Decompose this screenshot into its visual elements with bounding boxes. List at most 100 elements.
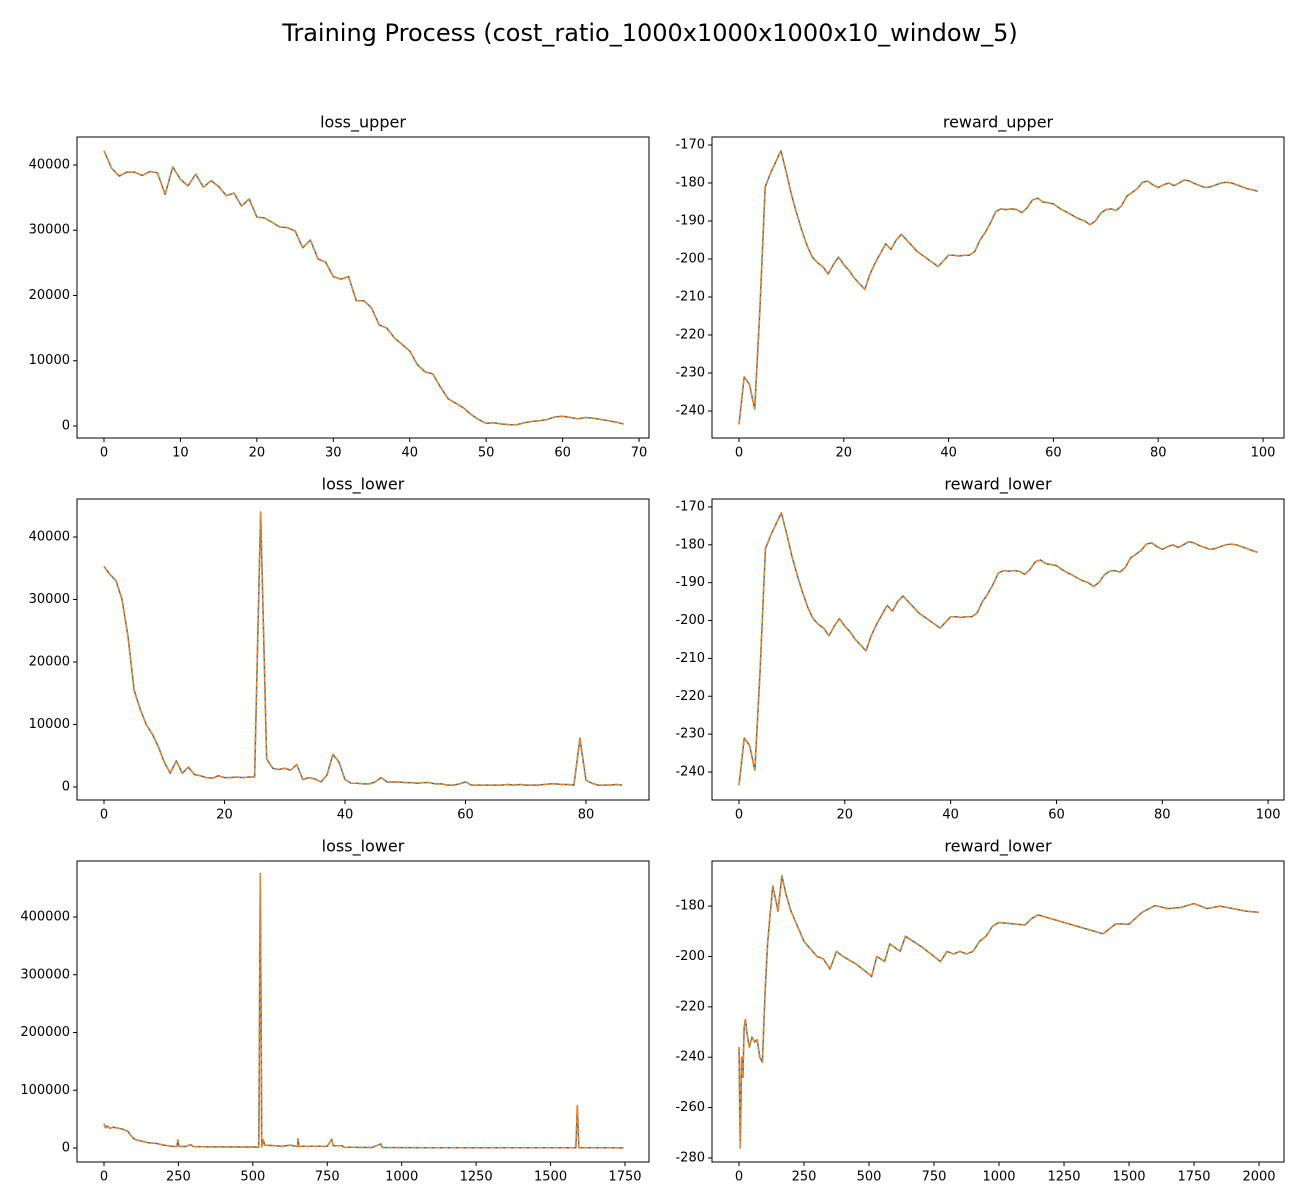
y-tick-label: 0 bbox=[62, 780, 70, 795]
x-tick-label: 60 bbox=[457, 808, 474, 823]
subplot-title: reward_lower bbox=[944, 475, 1052, 495]
y-tick-label: -240 bbox=[675, 1050, 705, 1065]
line-series bbox=[103, 872, 624, 1149]
y-tick-label: 20000 bbox=[29, 288, 70, 303]
x-tick-label: 40 bbox=[942, 808, 959, 823]
line-series bbox=[103, 150, 624, 426]
y-tick-label: 10000 bbox=[29, 353, 70, 368]
subplot: reward_lower 0 250 500 750 1000 1250 1500 1750 20… bbox=[675, 837, 1285, 1185]
y-tick-label: 10000 bbox=[29, 717, 70, 732]
x-tick-label: 750 bbox=[315, 1170, 340, 1185]
plot-frame bbox=[711, 498, 1285, 801]
x-tick-label: 1500 bbox=[534, 1170, 567, 1185]
y-tick-label: -170 bbox=[675, 499, 705, 514]
x-tick-label: 1000 bbox=[385, 1170, 418, 1185]
x-tick-label: 250 bbox=[166, 1170, 191, 1185]
x-tick-label: 70 bbox=[631, 446, 648, 461]
x-tick-label: 20 bbox=[249, 446, 266, 461]
y-tick-label: -230 bbox=[675, 366, 705, 381]
x-tick-label: 10 bbox=[172, 446, 189, 461]
subplot: reward_lower 0 20 40 60 80 100 -240 -230 -220 -210… bbox=[675, 475, 1285, 823]
y-tick-label: -280 bbox=[675, 1150, 705, 1165]
x-tick-label: 1750 bbox=[1177, 1170, 1210, 1185]
subplot: loss_upper 0 10 20 30 40 50 60 70 0 10000 20000 3000… bbox=[29, 113, 650, 461]
x-tick-label: 1250 bbox=[460, 1170, 493, 1185]
line-series bbox=[103, 150, 624, 426]
x-tick-label: 60 bbox=[554, 446, 571, 461]
x-tick-label: 40 bbox=[337, 808, 354, 823]
y-tick-label: 200000 bbox=[20, 1025, 70, 1040]
x-tick-label: 50 bbox=[478, 446, 495, 461]
x-tick-label: 30 bbox=[325, 446, 342, 461]
plot-frame bbox=[711, 860, 1285, 1163]
x-tick-label: 0 bbox=[100, 1170, 108, 1185]
x-tick-label: 80 bbox=[578, 808, 595, 823]
x-tick-label: 0 bbox=[735, 1170, 743, 1185]
plot-frame bbox=[76, 860, 650, 1163]
y-tick-label: -190 bbox=[675, 213, 705, 228]
y-tick-label: -190 bbox=[675, 575, 705, 590]
y-tick-label: -220 bbox=[675, 689, 705, 704]
x-tick-label: 250 bbox=[792, 1170, 817, 1185]
y-tick-label: -230 bbox=[675, 727, 705, 742]
y-tick-label: 20000 bbox=[29, 655, 70, 670]
x-tick-label: 0 bbox=[100, 446, 108, 461]
x-tick-label: 100 bbox=[1251, 446, 1276, 461]
subplot: loss_lower 0 20 40 60 80 0 10000 20000 30000 40000 bbox=[29, 475, 650, 823]
subplot-title: loss_lower bbox=[322, 837, 405, 857]
x-tick-label: 1000 bbox=[982, 1170, 1015, 1185]
x-tick-label: 1250 bbox=[1047, 1170, 1080, 1185]
line-series bbox=[738, 149, 1259, 425]
y-tick-label: -260 bbox=[675, 1100, 705, 1115]
y-tick-label: 100000 bbox=[20, 1083, 70, 1098]
subplot: reward_upper 0 20 40 60 80 100 -240 -230 -220 -210… bbox=[675, 113, 1285, 461]
line-series bbox=[103, 511, 623, 786]
subplot-title: reward_upper bbox=[943, 113, 1054, 133]
y-tick-label: -200 bbox=[675, 251, 705, 266]
x-tick-label: 500 bbox=[240, 1170, 265, 1185]
y-tick-label: 30000 bbox=[29, 223, 70, 238]
y-tick-label: -210 bbox=[675, 290, 705, 305]
x-tick-label: 1500 bbox=[1112, 1170, 1145, 1185]
line-series bbox=[738, 875, 1260, 1149]
x-tick-label: 60 bbox=[1045, 446, 1062, 461]
figure-title: Training Process (cost_ratio_1000x1000x1… bbox=[281, 19, 1018, 47]
y-tick-label: 40000 bbox=[29, 530, 70, 545]
x-tick-label: 500 bbox=[857, 1170, 882, 1185]
y-tick-label: -240 bbox=[675, 764, 705, 779]
x-tick-label: 1750 bbox=[608, 1170, 641, 1185]
line-series bbox=[103, 872, 624, 1149]
subplot-title: loss_upper bbox=[320, 113, 406, 133]
plot-frame bbox=[76, 498, 650, 801]
y-tick-label: -180 bbox=[675, 899, 705, 914]
x-tick-label: 0 bbox=[735, 446, 743, 461]
x-tick-label: 80 bbox=[1154, 808, 1171, 823]
plot-frame bbox=[711, 136, 1285, 439]
y-tick-label: 30000 bbox=[29, 592, 70, 607]
y-tick-label: 0 bbox=[62, 418, 70, 433]
y-tick-label: 400000 bbox=[20, 910, 70, 925]
y-tick-label: -180 bbox=[675, 175, 705, 190]
y-tick-label: -210 bbox=[675, 651, 705, 666]
x-tick-label: 60 bbox=[1048, 808, 1065, 823]
x-tick-label: 20 bbox=[216, 808, 233, 823]
x-tick-label: 40 bbox=[940, 446, 957, 461]
y-tick-label: -220 bbox=[675, 328, 705, 343]
line-series bbox=[738, 511, 1258, 786]
line-series bbox=[738, 511, 1258, 786]
y-tick-label: 40000 bbox=[29, 157, 70, 172]
x-tick-label: 40 bbox=[401, 446, 418, 461]
y-tick-label: -170 bbox=[675, 137, 705, 152]
line-series bbox=[738, 149, 1259, 425]
line-series bbox=[103, 511, 623, 786]
subplot-title: loss_lower bbox=[322, 475, 405, 495]
y-tick-label: 300000 bbox=[20, 967, 70, 982]
y-tick-label: 0 bbox=[62, 1141, 70, 1156]
y-tick-label: -220 bbox=[675, 999, 705, 1014]
x-tick-label: 20 bbox=[837, 808, 854, 823]
y-tick-label: -240 bbox=[675, 404, 705, 419]
x-tick-label: 0 bbox=[100, 808, 108, 823]
line-series bbox=[738, 875, 1260, 1149]
x-tick-label: 80 bbox=[1150, 446, 1167, 461]
